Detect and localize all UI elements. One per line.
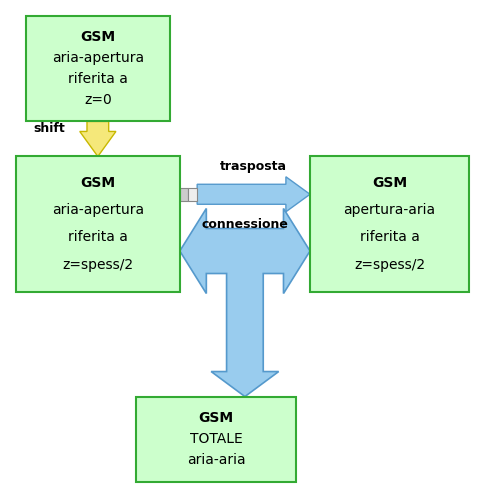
Text: TOTALE: TOTALE bbox=[189, 432, 242, 446]
Bar bbox=[188, 188, 197, 201]
Text: connessione: connessione bbox=[201, 218, 288, 231]
Polygon shape bbox=[180, 208, 309, 396]
Text: riferita a: riferita a bbox=[359, 230, 419, 244]
Text: GSM: GSM bbox=[371, 177, 406, 191]
Bar bbox=[180, 188, 188, 201]
Text: z=spess/2: z=spess/2 bbox=[353, 258, 424, 272]
Text: GSM: GSM bbox=[80, 177, 115, 191]
Text: z=spess/2: z=spess/2 bbox=[62, 258, 133, 272]
Text: riferita a: riferita a bbox=[68, 230, 127, 244]
Bar bbox=[26, 17, 170, 121]
Text: shift: shift bbox=[34, 122, 65, 135]
FancyArrow shape bbox=[79, 121, 116, 156]
Bar bbox=[16, 156, 180, 292]
Text: riferita a: riferita a bbox=[68, 72, 127, 87]
Text: GSM: GSM bbox=[80, 30, 115, 44]
Text: trasposta: trasposta bbox=[220, 160, 287, 173]
Text: aria-apertura: aria-apertura bbox=[52, 204, 144, 217]
FancyArrow shape bbox=[197, 177, 309, 212]
Text: GSM: GSM bbox=[198, 411, 233, 425]
Bar bbox=[136, 396, 295, 481]
Text: apertura-aria: apertura-aria bbox=[343, 204, 435, 217]
Text: aria-apertura: aria-apertura bbox=[52, 51, 144, 65]
Text: z=0: z=0 bbox=[84, 94, 111, 108]
Text: aria-aria: aria-aria bbox=[186, 453, 245, 467]
Bar bbox=[309, 156, 468, 292]
